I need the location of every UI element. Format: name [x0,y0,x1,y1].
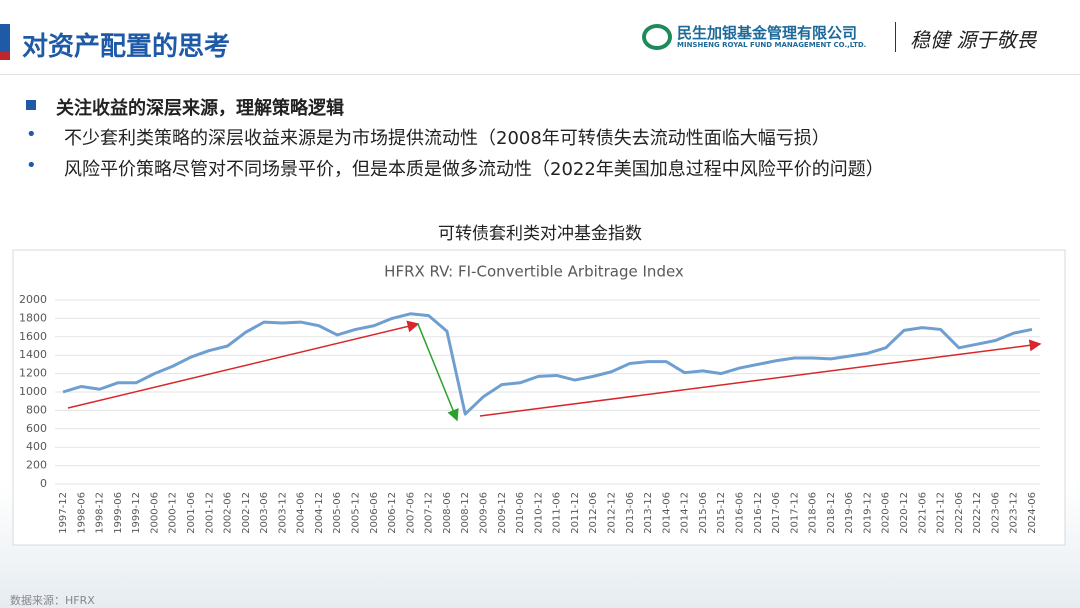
slogan: 稳健 源于敬畏 [910,28,1037,52]
x-tick-label: 2005-06 [332,492,343,534]
x-tick-label: 2020-06 [881,492,892,534]
accent-bar [0,24,10,60]
bullet-square [26,100,36,110]
x-tick-label: 2000-06 [149,492,160,534]
x-tick-label: 2021-12 [936,492,947,534]
x-tick-label: 2006-06 [369,492,380,534]
bullet-item: 不少套利类策略的深层收益来源是为市场提供流动性（2008年可转债失去流动性面临大… [64,128,830,149]
x-tick-label: 1999-06 [113,492,124,534]
x-tick-label: 2011-06 [552,492,563,534]
x-tick-label: 2019-12 [862,492,873,534]
x-tick-label: 2003-12 [277,492,288,534]
x-tick-label: 2014-12 [680,492,691,534]
accent-red [0,52,10,60]
bullet-dot: • [26,124,37,145]
y-tick-label: 1200 [19,367,47,380]
x-tick-label: 2001-06 [186,492,197,534]
x-tick-label: 2012-06 [588,492,599,534]
chart-title: HFRX RV: FI-Convertible Arbitrage Index [384,263,684,281]
title: 对资产配置的思考 [22,32,231,62]
header-rule [0,74,1080,75]
x-tick-label: 2008-12 [460,492,471,534]
y-tick-label: 0 [40,477,47,490]
x-tick-label: 2021-06 [917,492,928,534]
y-tick-label: 400 [26,440,47,453]
x-tick-label: 1999-12 [131,492,142,534]
x-tick-label: 2010-12 [533,492,544,534]
x-tick-label: 2023-12 [1009,492,1020,534]
x-tick-label: 2002-12 [241,492,252,534]
x-tick-label: 2014-06 [661,492,672,534]
bullet-item: 风险平价策略尽管对不同场景平价，但是本质是做多流动性（2022年美国加息过程中风… [64,159,884,180]
x-tick-label: 2010-06 [515,492,526,534]
x-tick-label: 2017-12 [789,492,800,534]
trend-arrow [479,339,1042,417]
trend-arrow [67,320,420,409]
x-tick-label: 2024-06 [1027,492,1038,534]
x-tick-label: 2020-12 [899,492,910,534]
y-tick-label: 200 [26,459,47,472]
x-tick-label: 2002-06 [223,492,234,534]
x-tick-label: 2009-06 [479,492,490,534]
x-tick-label: 2019-06 [844,492,855,534]
chart-frame [12,249,1066,546]
x-tick-label: 2000-12 [168,492,179,534]
x-tick-label: 2004-12 [314,492,325,534]
y-tick-label: 800 [26,403,47,416]
data-line [62,312,1033,416]
x-tick-label: 2015-12 [716,492,727,534]
x-tick-label: 2013-12 [643,492,654,534]
x-tick-label: 2004-06 [296,492,307,534]
x-tick-label: 2001-12 [204,492,215,534]
x-tick-label: 1997-12 [58,492,69,534]
x-tick-label: 1998-06 [76,492,87,534]
x-tick-label: 2013-06 [625,492,636,534]
x-tick-label: 1998-12 [95,492,106,534]
x-tick-label: 2006-12 [387,492,398,534]
x-tick-label: 2022-06 [954,492,965,534]
x-tick-label: 2009-12 [497,492,508,534]
x-tick-label: 2016-12 [753,492,764,534]
x-tick-label: 2007-06 [405,492,416,534]
chart-caption: 可转债套利类对冲基金指数 [438,224,642,244]
y-tick-label: 1400 [19,348,47,361]
x-tick-label: 2005-12 [351,492,362,534]
bullet-heading: 关注收益的深层来源，理解策略逻辑 [56,98,344,119]
y-tick-label: 1800 [19,311,47,324]
company-cn: 民生加银基金管理有限公司 [677,24,858,42]
x-tick-label: 2012-12 [606,492,617,534]
x-tick-label: 2008-06 [442,492,453,534]
x-tick-label: 2018-12 [826,492,837,534]
y-tick-label: 600 [26,422,47,435]
x-tick-label: 2003-06 [259,492,270,534]
x-tick-label: 2022-12 [972,492,983,534]
x-tick-label: 2017-06 [771,492,782,534]
y-tick-label: 1600 [19,330,47,343]
y-tick-label: 2000 [19,293,47,306]
drawdown-arrow [417,323,459,422]
bullet-dot: • [26,155,37,176]
x-tick-label: 2011-12 [570,492,581,534]
company-en: MINSHENG ROYAL FUND MANAGEMENT CO.,LTD. [677,41,867,49]
x-tick-label: 2007-12 [424,492,435,534]
x-tick-label: 2018-06 [808,492,819,534]
x-tick-label: 2016-06 [734,492,745,534]
x-tick-label: 2023-06 [990,492,1001,534]
y-tick-label: 1000 [19,385,47,398]
divider [895,22,896,52]
logo-icon [642,24,672,50]
x-tick-label: 2015-06 [698,492,709,534]
source: 数据来源：HFRX [10,594,95,607]
